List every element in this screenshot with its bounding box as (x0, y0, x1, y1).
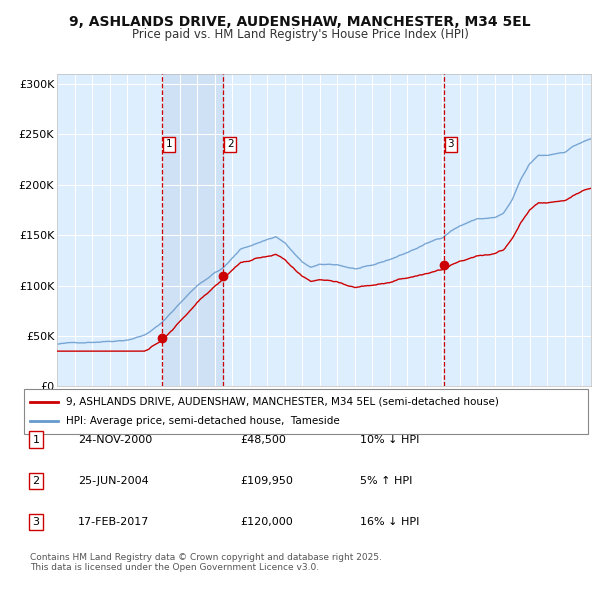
Text: 9, ASHLANDS DRIVE, AUDENSHAW, MANCHESTER, M34 5EL: 9, ASHLANDS DRIVE, AUDENSHAW, MANCHESTER… (69, 15, 531, 29)
Text: 2: 2 (32, 476, 40, 486)
Text: 9, ASHLANDS DRIVE, AUDENSHAW, MANCHESTER, M34 5EL (semi-detached house): 9, ASHLANDS DRIVE, AUDENSHAW, MANCHESTER… (66, 397, 499, 407)
Text: 25-JUN-2004: 25-JUN-2004 (78, 476, 149, 486)
Text: 5% ↑ HPI: 5% ↑ HPI (360, 476, 412, 486)
Text: 24-NOV-2000: 24-NOV-2000 (78, 435, 152, 444)
Text: 3: 3 (448, 139, 454, 149)
Text: 1: 1 (32, 435, 40, 444)
Text: 16% ↓ HPI: 16% ↓ HPI (360, 517, 419, 527)
Text: 1: 1 (166, 139, 172, 149)
Bar (162, 74, 223, 386)
Text: 17-FEB-2017: 17-FEB-2017 (78, 517, 149, 527)
FancyBboxPatch shape (24, 389, 588, 434)
Text: £120,000: £120,000 (240, 517, 293, 527)
Text: HPI: Average price, semi-detached house,  Tameside: HPI: Average price, semi-detached house,… (66, 417, 340, 426)
Text: Price paid vs. HM Land Registry's House Price Index (HPI): Price paid vs. HM Land Registry's House … (131, 28, 469, 41)
Text: £109,950: £109,950 (240, 476, 293, 486)
Text: 2: 2 (227, 139, 233, 149)
Text: £48,500: £48,500 (240, 435, 286, 444)
Text: 10% ↓ HPI: 10% ↓ HPI (360, 435, 419, 444)
Text: Contains HM Land Registry data © Crown copyright and database right 2025.
This d: Contains HM Land Registry data © Crown c… (30, 553, 382, 572)
Text: 3: 3 (32, 517, 40, 527)
